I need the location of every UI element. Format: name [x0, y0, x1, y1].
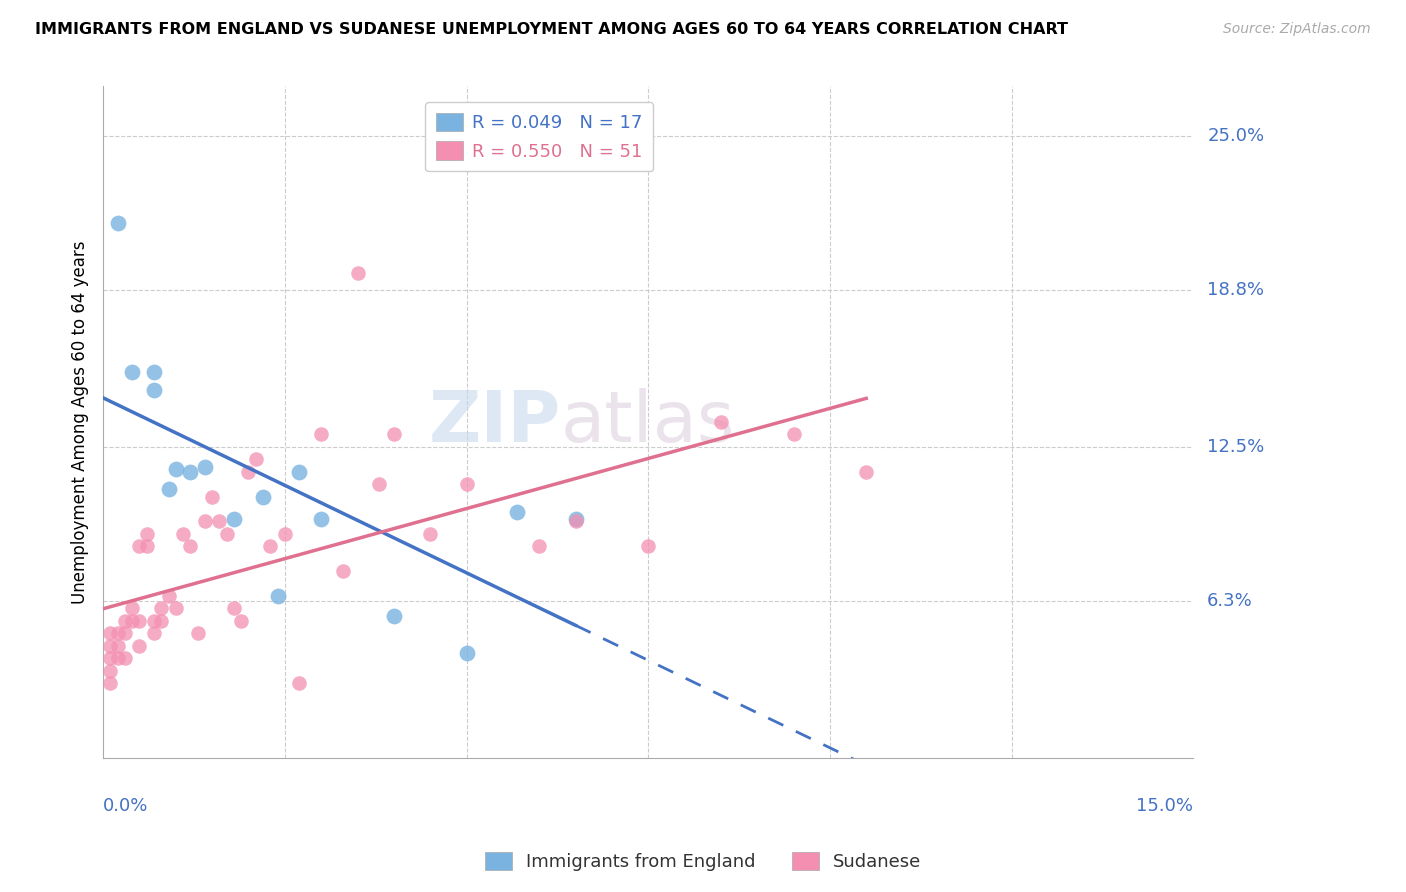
- Point: [309, 427, 332, 442]
- Point: [222, 512, 245, 526]
- Point: [100, 676, 122, 690]
- Point: [259, 539, 281, 553]
- Point: [165, 462, 187, 476]
- Point: [128, 539, 150, 553]
- Text: 15.0%: 15.0%: [1136, 797, 1194, 814]
- Point: [231, 614, 253, 628]
- Point: [288, 676, 311, 690]
- Point: [855, 465, 877, 479]
- Point: [150, 601, 173, 615]
- Point: [143, 614, 166, 628]
- Point: [266, 589, 288, 603]
- Point: [346, 266, 368, 280]
- Point: [368, 477, 391, 491]
- Point: [382, 427, 405, 442]
- Text: 6.3%: 6.3%: [1208, 592, 1253, 610]
- Y-axis label: Unemployment Among Ages 60 to 64 years: Unemployment Among Ages 60 to 64 years: [72, 240, 89, 604]
- Point: [172, 527, 194, 541]
- Point: [114, 651, 136, 665]
- Point: [564, 512, 586, 526]
- Point: [157, 589, 180, 603]
- Point: [107, 216, 129, 230]
- Point: [128, 614, 150, 628]
- Text: IMMIGRANTS FROM ENGLAND VS SUDANESE UNEMPLOYMENT AMONG AGES 60 TO 64 YEARS CORRE: IMMIGRANTS FROM ENGLAND VS SUDANESE UNEM…: [35, 22, 1069, 37]
- Point: [107, 651, 129, 665]
- Point: [143, 626, 166, 640]
- Point: [143, 365, 166, 379]
- Point: [150, 614, 173, 628]
- Legend: Immigrants from England, Sudanese: Immigrants from England, Sudanese: [477, 845, 929, 879]
- Text: 12.5%: 12.5%: [1208, 438, 1264, 456]
- Point: [288, 465, 311, 479]
- Point: [215, 527, 238, 541]
- Point: [245, 452, 267, 467]
- Point: [107, 639, 129, 653]
- Point: [100, 651, 122, 665]
- Point: [208, 515, 231, 529]
- Point: [309, 512, 332, 526]
- Point: [187, 626, 209, 640]
- Point: [157, 482, 180, 496]
- Point: [252, 490, 274, 504]
- Point: [128, 639, 150, 653]
- Point: [564, 515, 586, 529]
- Point: [107, 626, 129, 640]
- Point: [710, 415, 733, 429]
- Point: [222, 601, 245, 615]
- Point: [456, 477, 478, 491]
- Text: 18.8%: 18.8%: [1208, 281, 1264, 299]
- Point: [100, 664, 122, 678]
- Text: ZIP: ZIP: [429, 387, 561, 457]
- Point: [135, 527, 157, 541]
- Point: [238, 465, 260, 479]
- Point: [382, 609, 405, 624]
- Point: [100, 626, 122, 640]
- Text: atlas: atlas: [561, 387, 735, 457]
- Point: [782, 427, 804, 442]
- Point: [179, 539, 201, 553]
- Point: [194, 515, 217, 529]
- Text: 0.0%: 0.0%: [103, 797, 149, 814]
- Point: [506, 504, 529, 518]
- Point: [637, 539, 659, 553]
- Point: [121, 365, 143, 379]
- Point: [143, 383, 166, 397]
- Point: [201, 490, 224, 504]
- Point: [100, 639, 122, 653]
- Text: Source: ZipAtlas.com: Source: ZipAtlas.com: [1223, 22, 1371, 37]
- Point: [121, 601, 143, 615]
- Point: [121, 614, 143, 628]
- Text: 25.0%: 25.0%: [1208, 127, 1264, 145]
- Point: [114, 614, 136, 628]
- Point: [332, 564, 354, 578]
- Point: [274, 527, 297, 541]
- Point: [529, 539, 551, 553]
- Point: [114, 626, 136, 640]
- Point: [135, 539, 157, 553]
- Point: [194, 459, 217, 474]
- Point: [456, 646, 478, 660]
- Legend: R = 0.049   N = 17, R = 0.550   N = 51: R = 0.049 N = 17, R = 0.550 N = 51: [425, 102, 654, 171]
- Point: [165, 601, 187, 615]
- Point: [179, 465, 201, 479]
- Point: [419, 527, 441, 541]
